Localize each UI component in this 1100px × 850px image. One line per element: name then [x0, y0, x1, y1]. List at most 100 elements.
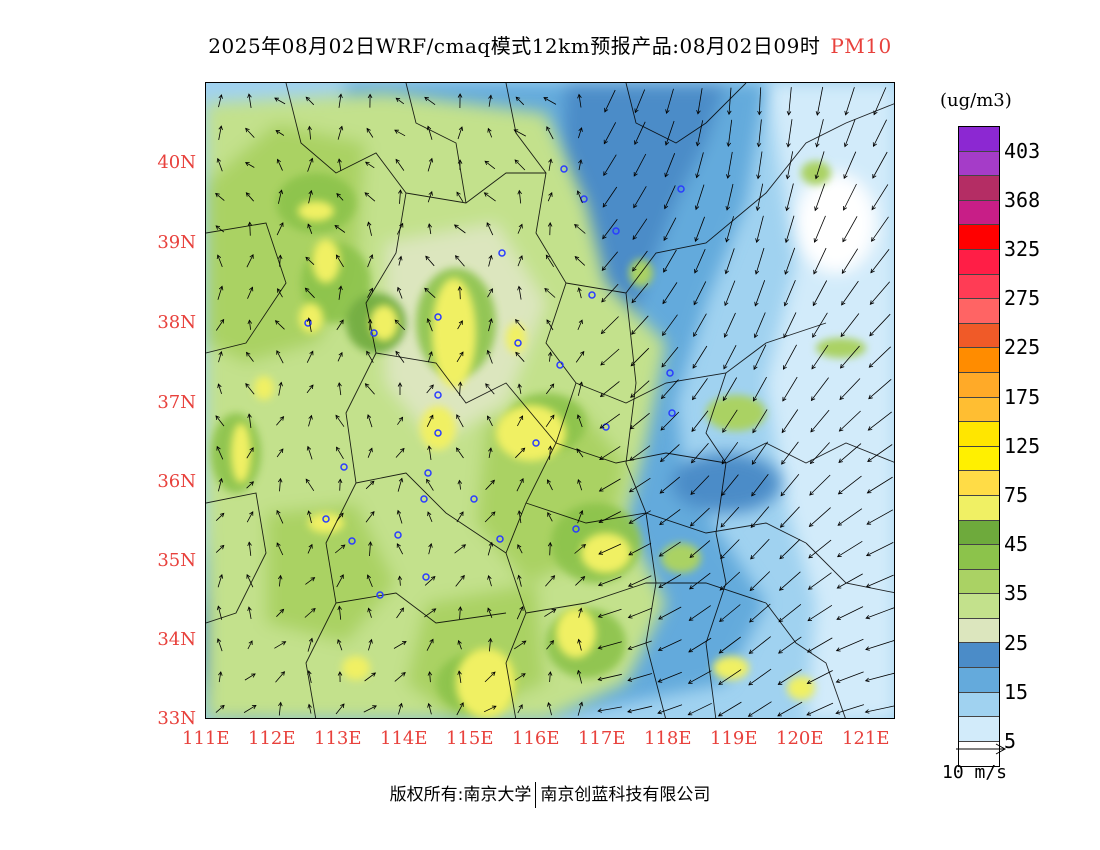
- wind-arrow-head: [864, 709, 870, 714]
- wind-arrow: [363, 705, 377, 713]
- wind-arrow-head: [722, 428, 727, 433]
- wind-arrow: [218, 671, 222, 683]
- wind-arrow-head: [806, 679, 812, 684]
- wind-arrow: [306, 351, 314, 363]
- wind-arrow: [246, 254, 254, 268]
- lat-label-33n: 33N: [157, 708, 196, 729]
- wind-arrow: [808, 572, 832, 590]
- wind-arrow: [456, 447, 464, 459]
- wind-arrow: [630, 347, 650, 367]
- wind-arrow-head: [426, 318, 431, 323]
- wind-arrow: [336, 319, 344, 331]
- wind-arrow-head: [694, 205, 700, 211]
- wind-arrow: [718, 669, 742, 685]
- wind-arrow: [276, 609, 284, 617]
- wind-arrow: [395, 448, 405, 458]
- wind-arrow-head: [336, 192, 341, 198]
- wind-arrow: [869, 313, 891, 337]
- wind-arrow: [721, 441, 739, 465]
- wind-arrow: [549, 446, 551, 460]
- wind-arrow: [549, 352, 551, 362]
- wind-arrow-head: [398, 477, 404, 483]
- wind-arrow: [456, 191, 464, 203]
- wind-arrow-head: [662, 331, 667, 336]
- wind-arrow: [277, 288, 283, 298]
- wind-arrow: [693, 313, 707, 337]
- wind-arrow-head: [340, 703, 345, 709]
- wind-arrow-head: [487, 127, 492, 133]
- wind-arrow: [748, 701, 772, 717]
- wind-arrow-head: [398, 189, 403, 194]
- wind-arrow: [516, 606, 524, 620]
- wind-arrow-head: [836, 584, 842, 589]
- wind-arrow-head: [807, 585, 813, 590]
- wind-arrow: [456, 702, 464, 716]
- wind-arrow: [544, 609, 556, 617]
- wind-arrow-head: [694, 237, 699, 242]
- wind-arrow-head: [249, 447, 254, 452]
- wind-arrow: [720, 539, 740, 559]
- wind-arrow: [629, 477, 651, 493]
- wind-arrow: [663, 217, 677, 241]
- color-scale-swatch: [959, 323, 999, 349]
- wind-arrow-head: [872, 174, 877, 179]
- wind-arrow: [397, 510, 403, 524]
- wind-arrow: [394, 319, 406, 331]
- wind-arrow-head: [718, 649, 724, 654]
- wind-arrow-head: [838, 458, 843, 463]
- wind-arrow-head: [693, 332, 698, 338]
- wind-arrow: [719, 604, 741, 622]
- wind-arrow-head: [219, 512, 225, 518]
- wind-arrow-head: [215, 192, 220, 198]
- wind-arrow: [604, 89, 616, 113]
- wind-arrow-head: [249, 511, 254, 516]
- lon-label-111e: 111E: [182, 728, 230, 749]
- wind-arrow: [249, 320, 251, 330]
- wind-arrow-head: [370, 511, 375, 516]
- wind-arrow: [634, 121, 646, 145]
- wind-arrow-head: [247, 413, 252, 419]
- wind-arrow-head: [488, 318, 493, 323]
- wind-arrow-head: [727, 110, 732, 116]
- wind-arrow-head: [307, 317, 312, 323]
- wind-arrow-head: [400, 447, 405, 453]
- wind-arrow: [459, 606, 461, 620]
- wind-arrow-head: [658, 583, 664, 588]
- color-scale-swatch: [959, 495, 999, 521]
- wind-arrow: [428, 223, 432, 235]
- wind-arrow-head: [337, 478, 343, 484]
- wind-arrow: [695, 184, 705, 210]
- wind-arrow: [334, 225, 346, 233]
- wind-arrow-head: [488, 254, 493, 260]
- wind-arrow-head: [424, 96, 429, 102]
- wind-arrow-head: [755, 238, 760, 244]
- wind-arrow: [428, 446, 432, 460]
- wind-arrow-head: [309, 384, 314, 390]
- wind-arrow-head: [364, 161, 370, 166]
- wind-arrow-head: [809, 459, 815, 465]
- wind-arrow: [603, 122, 617, 144]
- color-scale-swatch: [959, 643, 999, 669]
- wind-arrow: [364, 192, 376, 202]
- wind-arrow-head: [487, 415, 492, 421]
- wind-arrow: [600, 348, 620, 366]
- wind-arrow: [812, 280, 828, 306]
- wind-arrow-head: [366, 574, 371, 580]
- wind-arrow-head: [281, 641, 287, 646]
- wind-arrow: [865, 672, 894, 682]
- wind-arrow: [574, 544, 586, 554]
- wind-arrow-head: [546, 479, 551, 484]
- wind-arrow-head: [457, 159, 463, 164]
- wind-arrow: [245, 383, 255, 395]
- wind-arrow-head: [806, 648, 812, 653]
- wind-arrow-head: [456, 191, 461, 197]
- wind-arrow: [601, 316, 619, 334]
- wind-arrow: [336, 193, 344, 201]
- wind-arrow-head: [808, 522, 814, 527]
- wind-arrow-head: [518, 255, 523, 260]
- wind-arrow-head: [458, 320, 463, 325]
- wind-arrow-head: [695, 141, 701, 147]
- wind-arrow-head: [756, 142, 762, 148]
- wind-arrow: [660, 411, 680, 431]
- wind-arrow-head: [781, 428, 786, 434]
